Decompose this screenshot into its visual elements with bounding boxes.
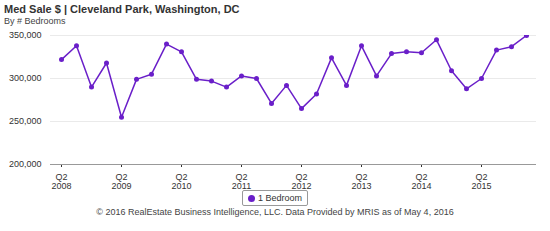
svg-text:Q22015: Q22015 [471, 172, 491, 190]
svg-text:Q22013: Q22013 [351, 172, 371, 190]
html-text:Med Sale $ | Cleveland Park, W: Med Sale $ | Cleveland Park, Washington,… [4, 3, 240, 15]
svg-text:Q22012: Q22012 [291, 172, 311, 190]
html-text:© 2016 RealEstate Business Int: © 2016 RealEstate Business Intelligence,… [96, 207, 454, 217]
svg-text:200,000: 200,000 [9, 159, 42, 169]
html-text:1 Bedroom: 1 Bedroom [258, 193, 302, 203]
svg-text:300,000: 300,000 [9, 73, 42, 83]
svg-text:250,000: 250,000 [9, 116, 42, 126]
svg-text:350,000: 350,000 [9, 30, 42, 40]
svg-text:Q22014: Q22014 [411, 172, 431, 190]
html-text:By # Bedrooms: By # Bedrooms [4, 16, 66, 26]
svg-text:Q22008: Q22008 [51, 172, 71, 190]
svg-text:Q22010: Q22010 [171, 172, 191, 190]
svg-text:Q22009: Q22009 [111, 172, 131, 190]
svg-text:Q22011: Q22011 [232, 172, 251, 190]
